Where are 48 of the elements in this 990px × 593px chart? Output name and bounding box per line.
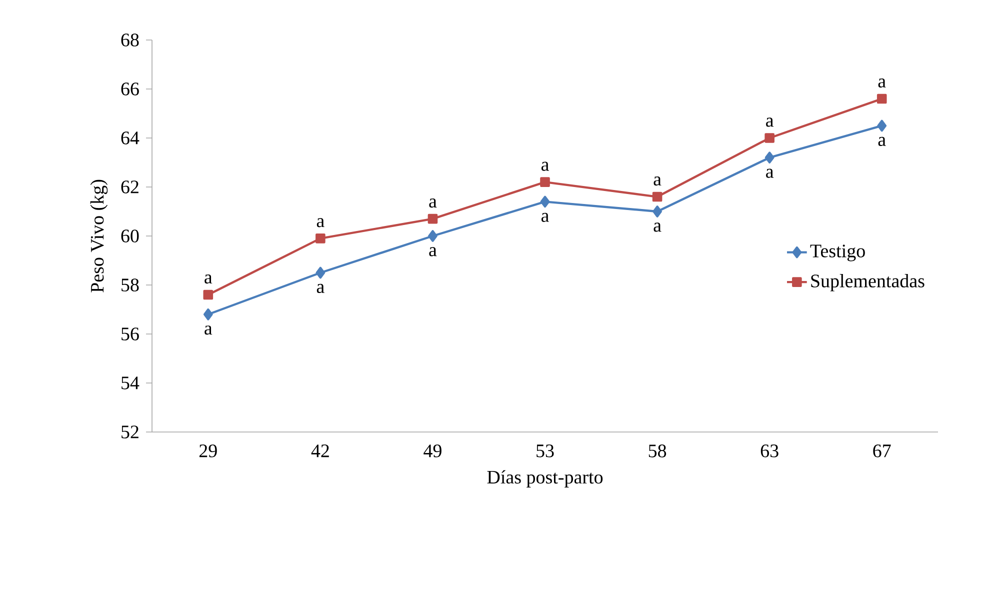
y-tick-label: 56 [122, 328, 139, 340]
x-axis-title: Días post-parto [487, 470, 603, 488]
x-tick-label: 42 [311, 444, 329, 458]
annotation: a [766, 118, 774, 127]
annotation: a [541, 162, 549, 171]
annotation: a [429, 198, 437, 208]
point [316, 266, 326, 279]
annotation: a [878, 136, 886, 146]
point [428, 214, 438, 224]
y-tick-label: 58 [122, 278, 139, 292]
y-tick-label: 54 [122, 376, 140, 390]
point [203, 308, 213, 320]
point [316, 234, 326, 244]
annotation: a [878, 78, 886, 88]
annotation: a [316, 284, 324, 294]
point [877, 120, 887, 132]
annotation: a [204, 274, 212, 284]
point [652, 206, 662, 218]
y-tick-label: 68 [121, 34, 139, 46]
y-tick-label: 52 [122, 426, 138, 438]
annotation: a [654, 222, 662, 232]
y-tick-label: 60 [121, 230, 139, 242]
y-axis-title: Peso Vivo (kg) [90, 180, 108, 292]
point [652, 192, 662, 202]
annotation: a [204, 326, 212, 335]
point [540, 177, 550, 187]
annotation: a [429, 247, 437, 256]
annotation: a [766, 168, 774, 178]
x-tick-label: 58 [648, 444, 666, 458]
point [876, 94, 887, 104]
y-tick-label: 66 [121, 82, 139, 96]
legend-label: Suplementadas [811, 274, 924, 292]
point [428, 230, 438, 242]
x-tick-label: 49 [424, 444, 442, 458]
y-tick-label: 62 [121, 180, 138, 194]
annotation: a [654, 176, 662, 186]
annotation: a [316, 218, 324, 228]
point [764, 152, 774, 164]
x-tick-label: 53 [536, 444, 554, 458]
legend-label: Testigo [810, 244, 865, 262]
point [540, 196, 550, 208]
point [764, 133, 774, 143]
x-tick-label: 29 [199, 444, 217, 458]
x-tick-label: 63 [760, 444, 778, 458]
y-tick-label: 64 [121, 132, 140, 144]
annotation: a [541, 212, 549, 222]
point [203, 290, 214, 300]
x-tick-label: 67 [873, 444, 891, 458]
